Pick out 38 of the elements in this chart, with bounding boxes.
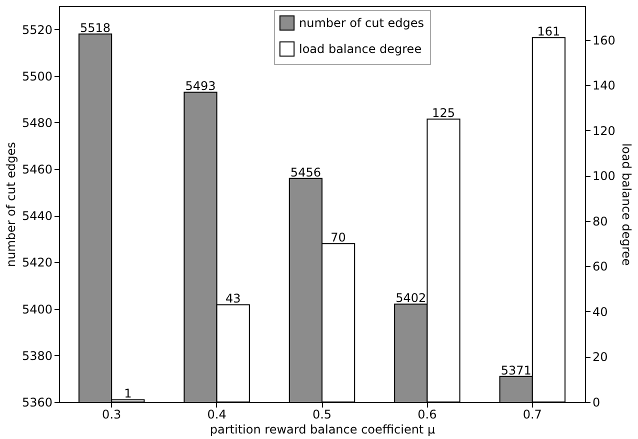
- data-label: 5371: [500, 363, 532, 378]
- x-tick-label: 0.7: [522, 408, 542, 422]
- y2-tick-label: 80: [592, 214, 608, 228]
- data-label: 161: [537, 24, 560, 39]
- y-tick-label: 5380: [22, 348, 52, 363]
- data-label: 70: [330, 230, 346, 245]
- y-tick-label: 5400: [22, 302, 52, 316]
- data-label: 125: [432, 106, 455, 120]
- y-tick-label: 5500: [22, 69, 52, 84]
- data-label: 5518: [80, 20, 111, 35]
- y2-axis-title: load balance degree: [619, 143, 634, 266]
- x-tick-label: 0.3: [102, 408, 122, 422]
- legend-label: load balance degree: [299, 42, 422, 56]
- y-tick-label: 5360: [22, 396, 52, 410]
- x-tick-label: 0.5: [312, 408, 332, 422]
- data-label: 43: [225, 292, 241, 306]
- data-label: 5402: [396, 291, 426, 306]
- y-tick-label: 5520: [22, 22, 52, 37]
- x-tick-label: 0.6: [418, 408, 437, 422]
- y2-tick-label: 100: [592, 169, 616, 184]
- y2-tick-label: 20: [592, 350, 608, 364]
- y2-tick-label: 40: [592, 304, 608, 319]
- data-label: 5493: [185, 79, 216, 94]
- y2-tick-label: 0: [592, 396, 600, 410]
- x-axis-title: partition reward balance coefficient μ: [210, 422, 436, 436]
- y-tick-label: 5440: [22, 209, 52, 224]
- y2-tick-label: 120: [592, 124, 616, 138]
- y2-tick-label: 140: [592, 78, 616, 93]
- data-label: 1: [124, 386, 132, 401]
- y2-tick-label: 160: [592, 33, 616, 48]
- y-axis-title: number of cut edges: [4, 142, 18, 268]
- legend-label: number of cut edges: [299, 16, 424, 30]
- x-tick-label: 0.4: [207, 408, 226, 422]
- y2-tick-label: 60: [592, 260, 608, 274]
- y-tick-label: 5480: [22, 116, 52, 130]
- y-tick-label: 5460: [22, 162, 52, 177]
- y-tick-label: 5420: [22, 256, 52, 270]
- data-label: 5456: [290, 165, 321, 180]
